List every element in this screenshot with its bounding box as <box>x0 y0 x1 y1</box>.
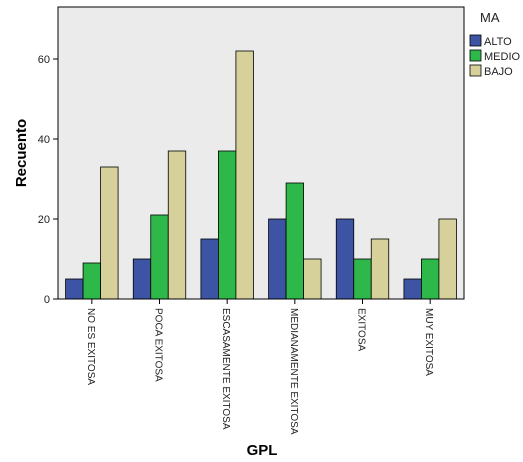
bar-alto-1 <box>132 258 152 300</box>
bar-medio-2 <box>218 150 237 300</box>
x-ticks: NO ES EXITOSA POCA EXITOSA ESCASAMENTE EXI… <box>85 299 434 435</box>
legend-label-bajo: BAJO <box>484 66 513 78</box>
y-tick-label: 40 <box>38 134 50 146</box>
y-tick-label: 0 <box>44 294 50 306</box>
legend-swatch-bajo <box>469 64 482 77</box>
bar-bajo-1 <box>167 150 187 300</box>
bar-alto-3 <box>268 218 287 300</box>
bar-alto-4 <box>335 218 355 300</box>
x-axis-title: GPL <box>247 442 278 459</box>
bar-medio-1 <box>150 214 169 300</box>
legend: MA ALTO MEDIO BAJO <box>469 10 521 78</box>
x-tick-label: NO ES EXITOSA <box>85 308 96 385</box>
x-tick-label: MUY EXITOSA <box>423 308 434 376</box>
bar-bajo-4 <box>370 238 390 300</box>
legend-title: MA <box>480 10 500 25</box>
y-axis-title: Recuento <box>13 119 30 187</box>
bar-alto-5 <box>403 278 422 300</box>
bar-medio-0 <box>82 262 101 300</box>
x-tick-label: POCA EXITOSA <box>153 308 164 382</box>
bars-layer <box>65 50 457 300</box>
y-tick-label: 60 <box>38 54 50 66</box>
bar-bajo-2 <box>235 50 254 300</box>
legend-label-alto: ALTO <box>484 36 512 48</box>
bar-medio-5 <box>421 258 440 300</box>
bar-medio-4 <box>353 258 372 300</box>
bar-bajo-3 <box>303 258 322 300</box>
legend-swatch-medio <box>469 49 482 62</box>
y-ticks: 0 20 40 60 <box>38 54 58 306</box>
x-tick-label: ESCASAMENTE EXITOSA <box>220 308 231 430</box>
bar-bajo-5 <box>438 218 457 300</box>
bar-alto-0 <box>65 278 84 300</box>
y-tick-label: 20 <box>38 214 50 226</box>
legend-label-medio: MEDIO <box>484 51 521 63</box>
x-tick-label: MEDIANAMENTE EXITOSA <box>288 308 299 435</box>
bar-bajo-0 <box>100 166 119 300</box>
x-tick-label: EXITOSA <box>356 308 367 351</box>
bar-alto-2 <box>200 238 219 300</box>
legend-swatch-alto <box>469 34 482 47</box>
plot-area <box>57 6 465 300</box>
bar-medio-3 <box>285 182 304 300</box>
